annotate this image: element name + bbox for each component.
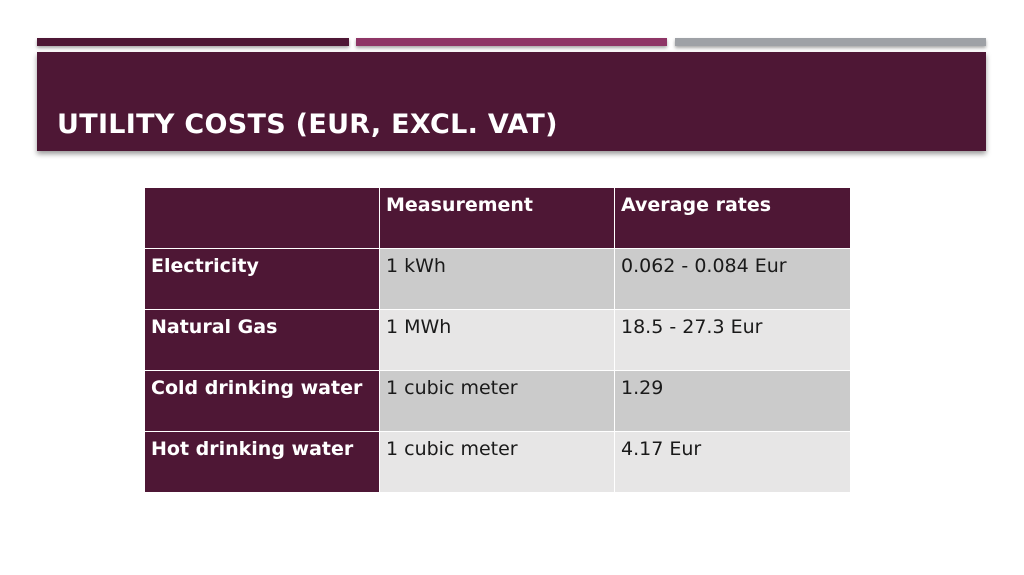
title-banner: UTILITY COSTS (EUR, EXCL. VAT) bbox=[37, 52, 986, 151]
rate-cell: 1.29 bbox=[614, 370, 851, 432]
rate-cell: 18.5 - 27.3 Eur bbox=[614, 309, 851, 371]
row-label-natural-gas: Natural Gas bbox=[144, 309, 380, 371]
header-corner-cell bbox=[144, 187, 380, 249]
table-row: Electricity 1 kWh 0.062 - 0.084 Eur bbox=[144, 248, 851, 310]
table-row: Cold drinking water 1 cubic meter 1.29 bbox=[144, 370, 851, 432]
rate-cell: 4.17 Eur bbox=[614, 431, 851, 493]
row-label-electricity: Electricity bbox=[144, 248, 380, 310]
table-row: Natural Gas 1 MWh 18.5 - 27.3 Eur bbox=[144, 309, 851, 371]
measurement-cell: 1 cubic meter bbox=[379, 431, 615, 493]
utility-costs-table: Measurement Average rates Electricity 1 … bbox=[144, 187, 851, 493]
accent-bar-magenta bbox=[356, 38, 667, 46]
row-label-cold-water: Cold drinking water bbox=[144, 370, 380, 432]
measurement-cell: 1 MWh bbox=[379, 309, 615, 371]
header-measurement: Measurement bbox=[379, 187, 615, 249]
accent-bar-gray bbox=[675, 38, 986, 46]
table-row: Hot drinking water 1 cubic meter 4.17 Eu… bbox=[144, 431, 851, 493]
measurement-cell: 1 kWh bbox=[379, 248, 615, 310]
slide-title: UTILITY COSTS (EUR, EXCL. VAT) bbox=[57, 109, 558, 140]
row-label-hot-water: Hot drinking water bbox=[144, 431, 380, 493]
accent-bar-dark bbox=[37, 38, 349, 46]
header-average-rates: Average rates bbox=[614, 187, 851, 249]
table-header-row: Measurement Average rates bbox=[144, 187, 851, 249]
measurement-cell: 1 cubic meter bbox=[379, 370, 615, 432]
rate-cell: 0.062 - 0.084 Eur bbox=[614, 248, 851, 310]
